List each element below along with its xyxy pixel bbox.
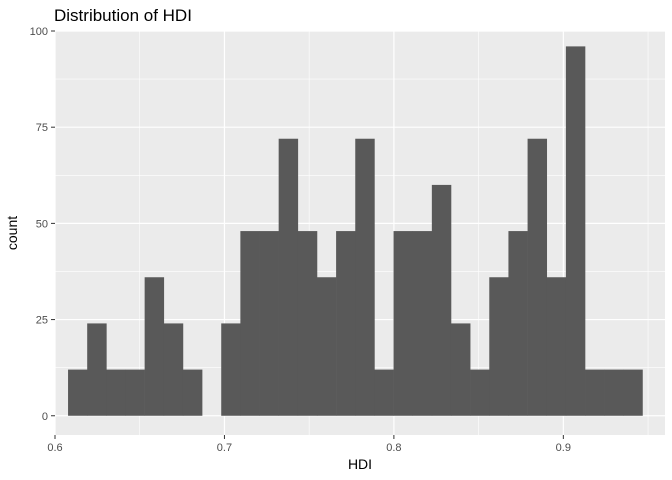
histogram-bar [297,231,318,416]
histogram-bar [68,369,88,416]
histogram-bar [431,184,452,416]
histogram-bar [144,277,165,416]
histogram-bar [221,323,241,416]
x-axis-title: HDI [348,456,372,472]
histogram-bar [527,138,548,416]
y-axis: 0 25 50 75 100 [30,26,55,423]
histogram-bar [240,231,260,416]
y-tick-label: 50 [36,218,48,230]
histogram-bar [87,323,107,416]
x-tick-label: 0.7 [217,442,232,454]
histogram-bars [68,46,643,416]
chart-title: Distribution of HDI [54,6,192,25]
x-tick-label: 0.8 [386,442,401,454]
x-tick-label: 0.9 [556,442,571,454]
histogram-bar [412,231,433,416]
x-axis: 0.6 0.7 0.8 0.9 [47,435,571,454]
histogram-bar [393,231,413,416]
histogram-bar [470,369,490,416]
histogram-bar [259,231,279,416]
histogram-bar [604,369,624,416]
x-tick-label: 0.6 [47,442,62,454]
y-tick-label: 75 [36,122,48,134]
histogram-bar [163,323,184,416]
histogram-bar [374,369,394,416]
y-tick-label: 100 [30,26,48,38]
histogram-bar [585,369,605,416]
histogram-bar [508,231,528,416]
histogram-bar [336,231,356,416]
histogram-bar [565,46,586,416]
histogram-bar [546,277,567,416]
histogram-bar [450,323,471,416]
y-tick-label: 0 [42,411,48,423]
histogram-bar [106,369,126,416]
histogram-bar [355,138,375,416]
histogram-bar [316,277,337,416]
y-tick-label: 25 [36,315,48,327]
y-axis-title: count [4,216,20,250]
histogram-bar [278,138,299,416]
histogram-bar [489,277,509,416]
histogram-bar [125,369,145,416]
histogram-bar [182,369,203,416]
histogram-bar [623,369,643,416]
